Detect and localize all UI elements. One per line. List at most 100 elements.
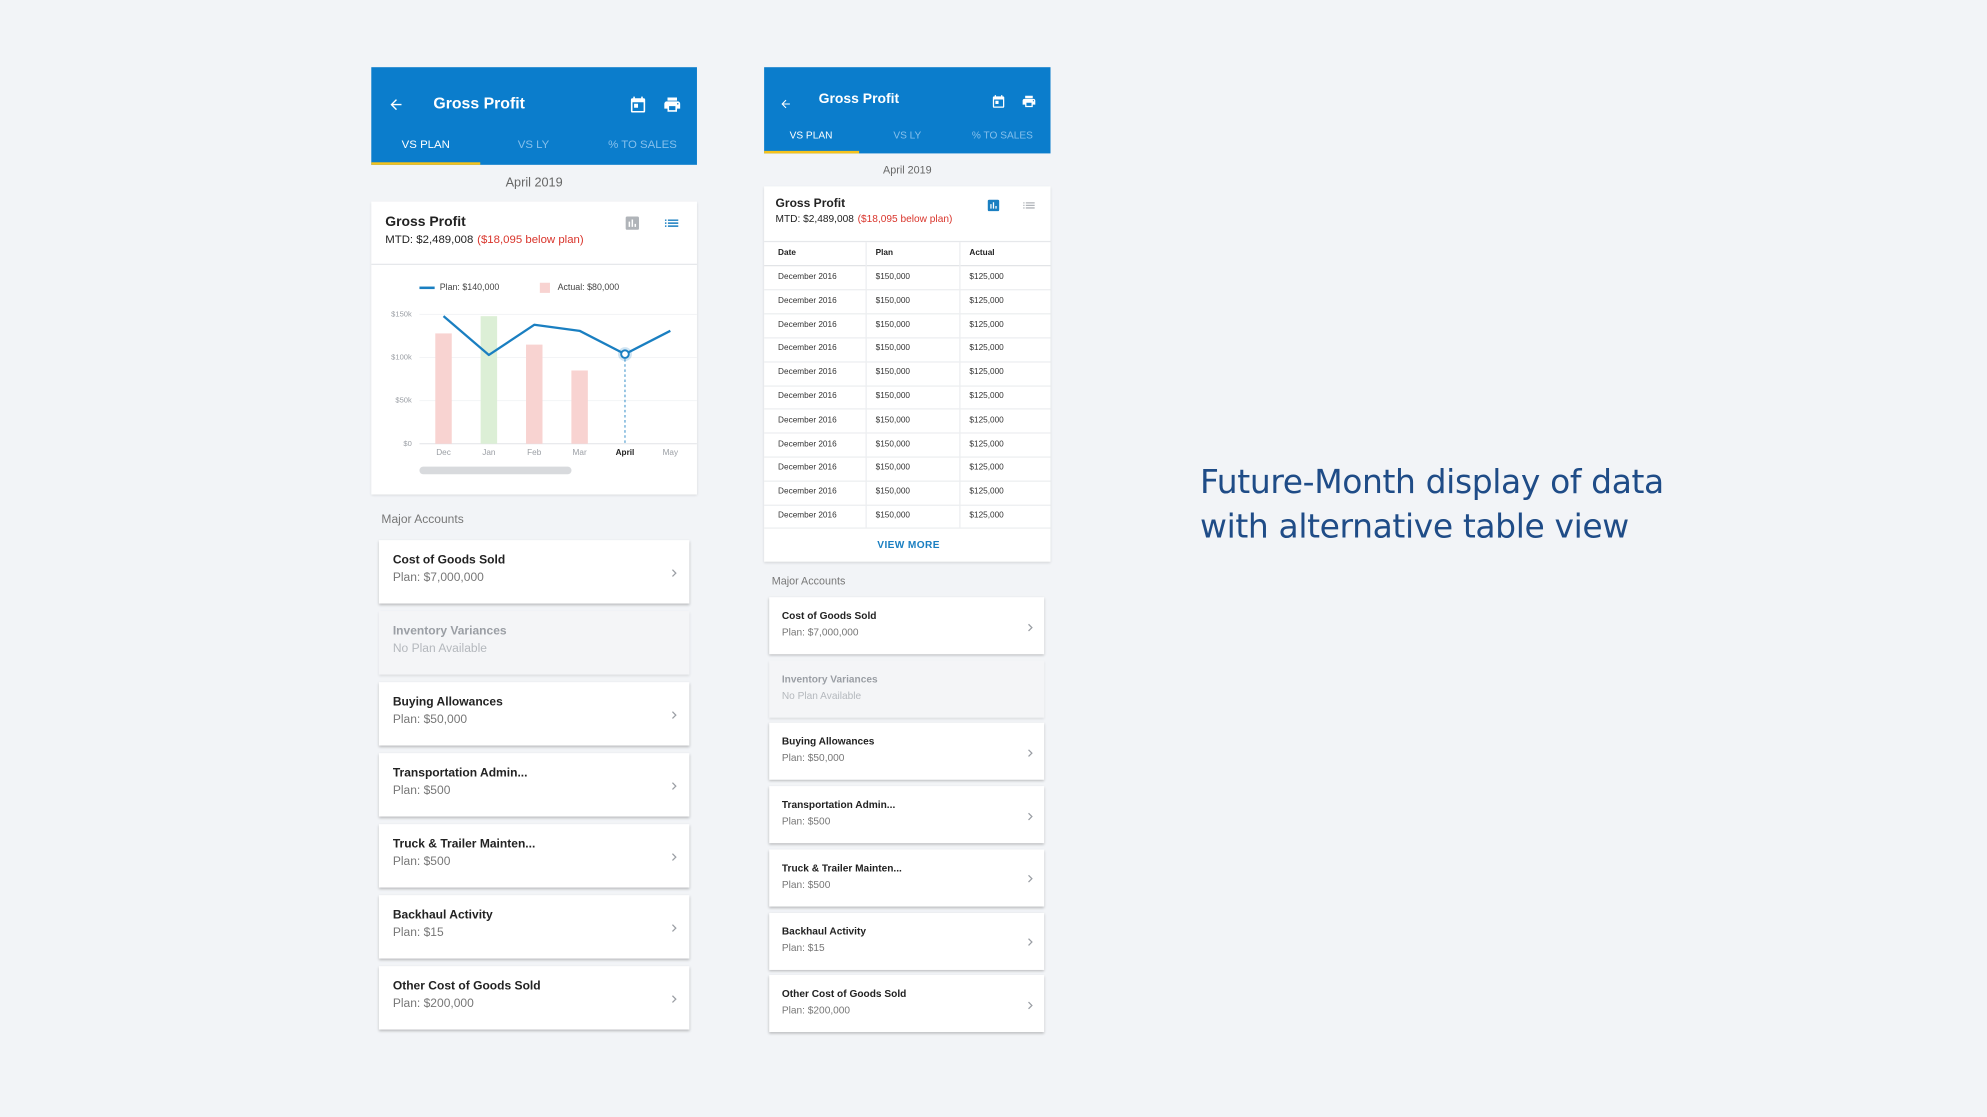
back-button[interactable]	[387, 96, 403, 112]
account-plan: No Plan Available	[392, 641, 487, 656]
mtd-line: MTD: $2,489,008 ($18,095 below plan)	[776, 213, 953, 225]
tab[interactable]: % TO SALES	[971, 129, 1033, 141]
bar	[571, 370, 588, 444]
x-tick-label: April	[616, 448, 635, 457]
summary-card	[764, 186, 1051, 562]
chevron	[1023, 618, 1038, 633]
table-cell: December 2016	[778, 487, 837, 497]
account-name: Other Cost of Goods Sold	[392, 979, 541, 994]
table-cell: December 2016	[778, 320, 837, 330]
calendar-button[interactable]	[991, 93, 1006, 108]
account-name: Backhaul Activity	[781, 925, 867, 937]
account-name: Backhaul Activity	[392, 908, 493, 923]
table-cell: $150,000	[875, 272, 911, 282]
chart-view-toggle[interactable]	[986, 197, 1001, 212]
account-card[interactable]	[378, 682, 690, 746]
y-tick-label: $50k	[395, 396, 412, 405]
variance: ($18,095 below plan)	[477, 232, 584, 246]
selected-point	[620, 349, 630, 359]
table-cell: December 2016	[778, 439, 837, 449]
table-cell: $150,000	[875, 463, 911, 473]
chevron	[667, 777, 682, 792]
tab[interactable]: VS PLAN	[789, 129, 833, 141]
account-card[interactable]	[769, 912, 1045, 970]
account-name: Cost of Goods Sold	[392, 553, 506, 568]
chevron	[667, 564, 682, 579]
account-card[interactable]	[378, 895, 690, 959]
view-more-button[interactable]: VIEW MORE	[877, 539, 940, 551]
bar	[435, 333, 452, 444]
column-divider	[959, 242, 961, 528]
account-plan: Plan: $50,000	[781, 752, 845, 765]
section-heading: Major Accounts	[381, 512, 464, 527]
account-plan: Plan: $15	[392, 925, 444, 940]
table-rule	[764, 337, 1051, 339]
account-card[interactable]	[378, 824, 690, 888]
account-plan: Plan: $500	[781, 878, 831, 891]
table-rule	[764, 313, 1051, 315]
table-cell: $150,000	[875, 344, 911, 354]
tab[interactable]: VS LY	[517, 137, 550, 151]
variance: ($18,095 below plan)	[857, 213, 953, 225]
calendar-button[interactable]	[628, 94, 647, 113]
account-plan: Plan: $500	[781, 815, 831, 828]
table-view-toggle[interactable]	[663, 214, 681, 232]
tab[interactable]: VS LY	[893, 129, 922, 141]
legend-label: Plan: $140,000	[440, 282, 500, 292]
account-name: Transportation Admin...	[392, 766, 528, 781]
print-button[interactable]	[662, 94, 681, 113]
chart-view-toggle[interactable]	[623, 214, 641, 232]
print-button[interactable]	[1021, 93, 1036, 108]
back-button[interactable]	[779, 94, 792, 109]
table-cell: December 2016	[778, 296, 837, 306]
section-heading: Major Accounts	[771, 574, 846, 587]
table-cell: December 2016	[778, 511, 837, 520]
account-plan: Plan: $200,000	[392, 996, 474, 1011]
chevron	[667, 990, 682, 1005]
account-card[interactable]	[769, 849, 1045, 907]
divider	[371, 263, 697, 265]
tab[interactable]: % TO SALES	[608, 137, 677, 151]
mtd-line: MTD: $2,489,008 ($18,095 below plan)	[385, 233, 583, 247]
header-title: Gross Profit	[818, 91, 900, 108]
app-header	[764, 67, 1051, 154]
mtd-value: MTD: $2,489,008	[385, 232, 474, 246]
account-card[interactable]	[769, 723, 1045, 781]
chevron	[667, 706, 682, 721]
table-cell: December 2016	[778, 391, 837, 401]
table-rule	[764, 527, 1051, 530]
app-header	[371, 67, 697, 165]
table-cell: $125,000	[969, 415, 1004, 425]
x-tick-label: Dec	[436, 448, 451, 457]
account-name: Truck & Trailer Mainten...	[392, 837, 536, 852]
account-card[interactable]	[769, 597, 1045, 655]
chart: $0 $50k $100k $150k Dec Jan Feb Mar April May Plan…	[371, 202, 697, 495]
table-cell: $125,000	[969, 511, 1004, 520]
chevron	[1023, 996, 1038, 1011]
account-plan: Plan: $7,000,000	[392, 570, 484, 585]
account-card[interactable]	[378, 753, 690, 817]
account-card[interactable]	[378, 540, 690, 604]
x-tick-label: Feb	[527, 448, 542, 457]
account-card[interactable]	[378, 966, 690, 1030]
header-title: Gross Profit	[433, 94, 525, 113]
divider	[764, 240, 1051, 243]
table-cell: $125,000	[969, 487, 1004, 497]
tab[interactable]: VS PLAN	[401, 137, 450, 151]
account-name: Transportation Admin...	[781, 799, 896, 811]
table-header: Actual	[969, 248, 995, 258]
account-card[interactable]	[769, 786, 1045, 844]
account-plan: Plan: $50,000	[392, 712, 468, 727]
account-card[interactable]	[769, 975, 1045, 1033]
account-plan: Plan: $500	[392, 854, 451, 869]
account-name: Truck & Trailer Mainten...	[781, 862, 902, 874]
table-cell: $125,000	[969, 320, 1004, 330]
table-cell: $150,000	[875, 391, 911, 401]
table-cell: $125,000	[969, 296, 1004, 306]
legend-swatch	[539, 282, 550, 293]
period-label: April 2019	[883, 163, 932, 177]
table-view-toggle[interactable]	[1021, 197, 1036, 212]
table-cell: $125,000	[969, 344, 1004, 354]
chevron	[667, 848, 682, 863]
table-cell: December 2016	[778, 463, 837, 473]
